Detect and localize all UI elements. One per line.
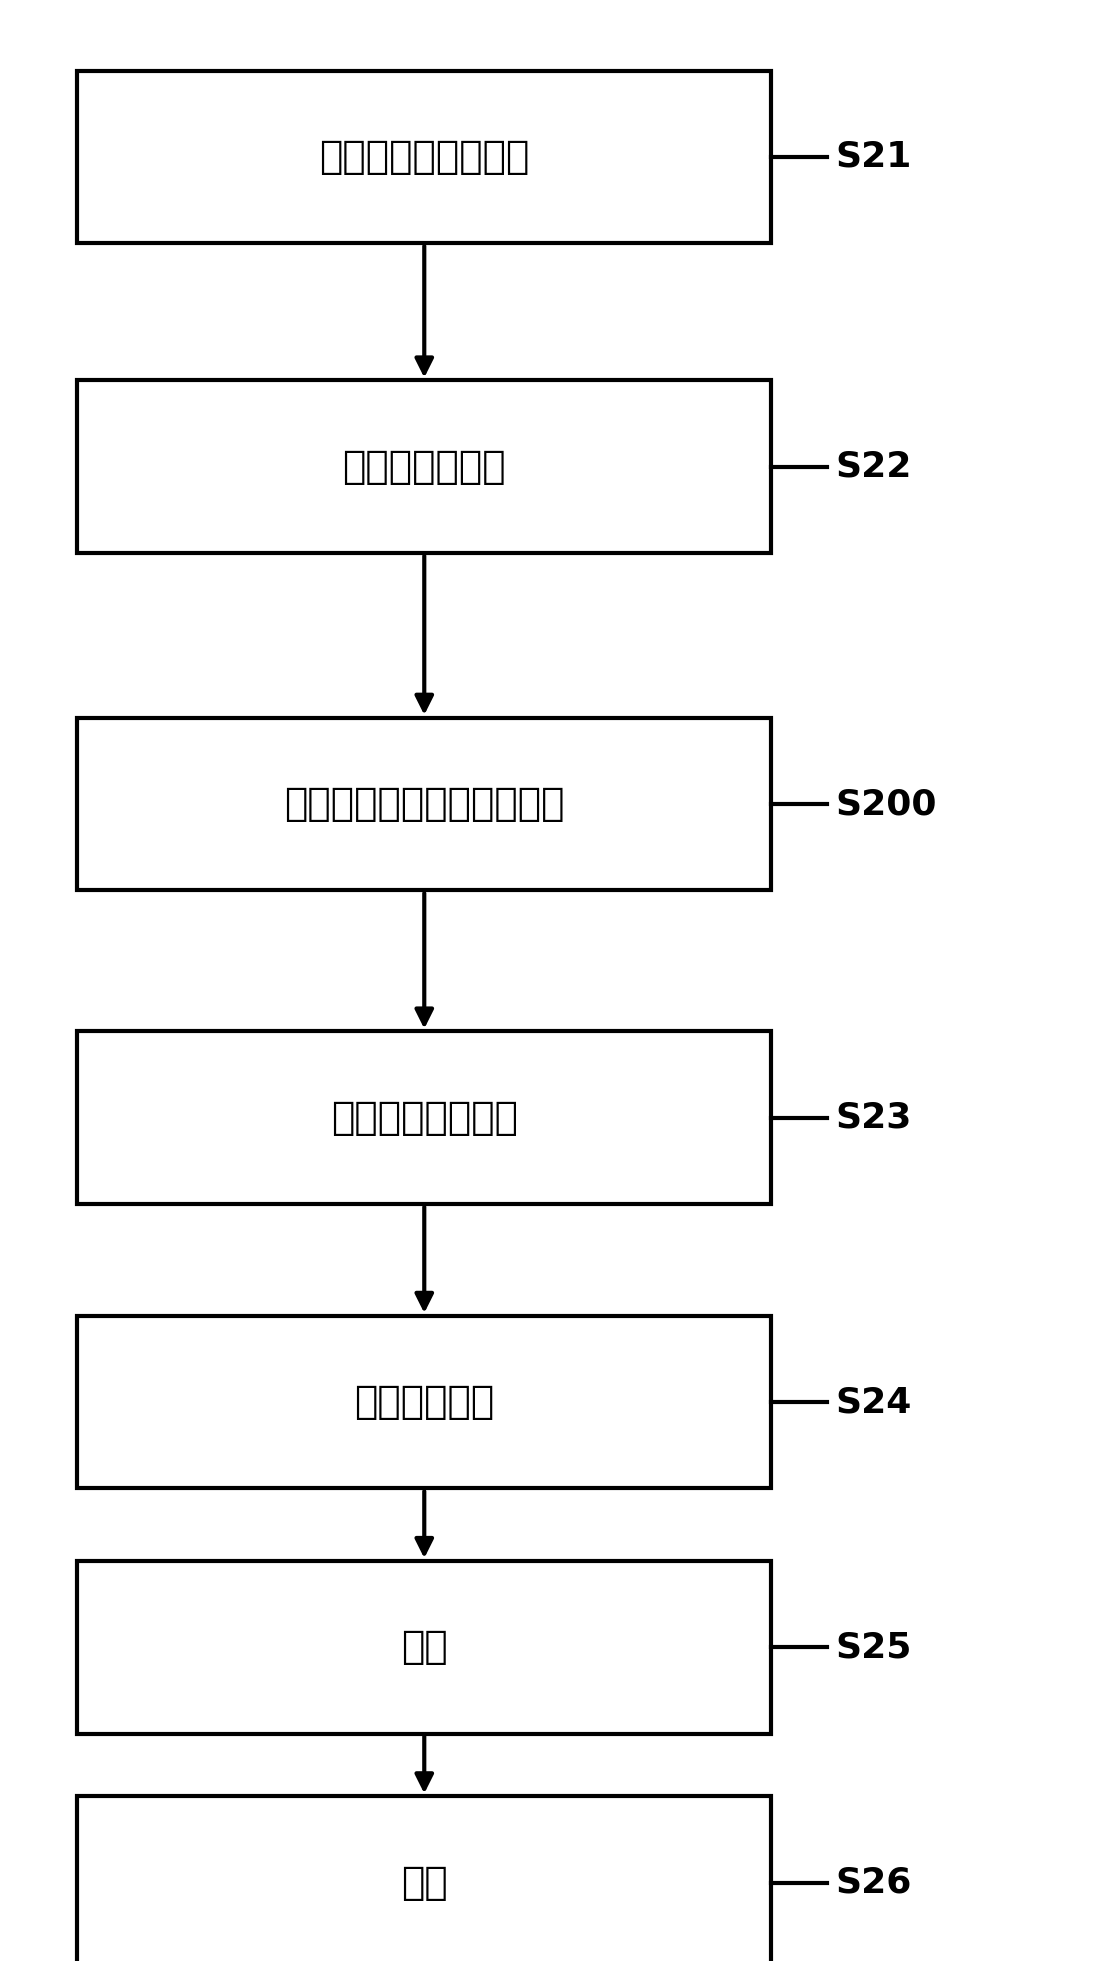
Bar [77,1796,771,1961]
Bar [77,1316,771,1488]
Text: S25: S25 [835,1630,911,1665]
Text: 边角区域厚介电层膜的形成: 边角区域厚介电层膜的形成 [284,784,564,824]
Bar [77,71,771,243]
Text: S200: S200 [835,786,937,822]
Bar [77,380,771,553]
Bar [77,718,771,890]
Text: S22: S22 [835,449,911,484]
Text: 介电层膜的形成: 介电层膜的形成 [343,447,506,486]
Text: S23: S23 [835,1100,911,1135]
Text: 阀金属阳极体的形成: 阀金属阳极体的形成 [320,137,529,176]
Text: 组装: 组装 [401,1628,447,1667]
Text: S26: S26 [835,1865,911,1900]
Bar [77,1031,771,1204]
Text: 介电层膜的再形成: 介电层膜的再形成 [331,1098,518,1137]
Bar [77,1561,771,1734]
Text: 阴极层的形成: 阴极层的形成 [354,1383,495,1422]
Text: S24: S24 [835,1384,911,1420]
Text: S21: S21 [835,139,911,175]
Text: 包封: 包封 [401,1863,447,1902]
